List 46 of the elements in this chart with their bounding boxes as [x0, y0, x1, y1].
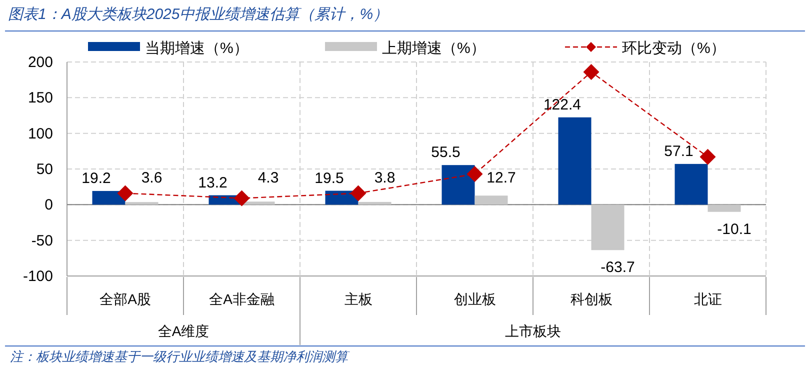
bar [674, 164, 708, 205]
point [700, 148, 716, 165]
bar [358, 202, 392, 205]
point [350, 185, 366, 202]
y-tick-label: 50 [36, 161, 53, 178]
data-label: -63.7 [600, 259, 635, 276]
data-label: 55.5 [431, 144, 460, 162]
y-tick-label: 200 [28, 54, 53, 71]
y-tick-label: -50 [31, 232, 53, 250]
y-tick-label: 100 [28, 125, 53, 142]
bar [442, 165, 475, 205]
data-label: 12.7 [486, 170, 516, 187]
y-tick-label: 0 [44, 196, 53, 214]
x-tick-label: 创业板 [454, 291, 496, 307]
bar [242, 202, 275, 205]
legend-label: 当期增速（%） [145, 40, 248, 57]
x-tick-label: 主板 [344, 291, 372, 307]
text: 注：板块业绩增速基于一级行业业绩增速及基期净利润测算 [10, 349, 350, 364]
data-label: 3.8 [374, 170, 396, 187]
text: 上市板块 [505, 323, 561, 339]
chart-title: 图表1：A股大类板块2025中报业绩增速估算（累计，%） [8, 6, 388, 23]
x-tick-label: 全部A股 [100, 291, 151, 307]
data-label: 19.2 [82, 170, 111, 187]
point [117, 185, 134, 202]
data-label: 4.3 [258, 170, 279, 187]
data-label: 13.2 [198, 174, 228, 192]
text: 全A维度 [158, 323, 210, 339]
point [234, 190, 250, 206]
bar [558, 117, 592, 205]
data-label: 122.4 [543, 96, 582, 114]
x-tick-label: 科创板 [570, 291, 612, 307]
point [466, 166, 483, 182]
data-label: 57.1 [664, 142, 694, 160]
data-label: -10.1 [717, 220, 752, 238]
data-label: 19.5 [314, 170, 344, 187]
point [583, 64, 600, 80]
y-tick-label: -100 [22, 268, 53, 285]
data-label: 3.6 [141, 170, 162, 187]
legend-label: 上期增速（%） [382, 40, 486, 57]
bar [474, 196, 508, 205]
y-tick-label: 150 [28, 90, 53, 107]
bar [125, 202, 158, 205]
bar [708, 204, 741, 212]
legend-label: 环比变动（%） [622, 40, 726, 57]
x-tick-label: 全A非金融 [209, 291, 274, 307]
x-tick-label: 北证 [694, 291, 722, 307]
